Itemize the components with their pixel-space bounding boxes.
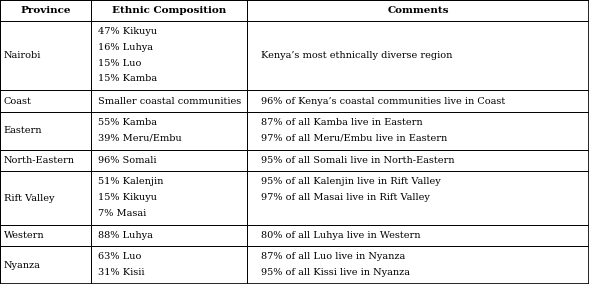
Text: 15% Kikuyu: 15% Kikuyu xyxy=(98,193,157,202)
Bar xyxy=(0,171,91,225)
Bar xyxy=(247,0,589,21)
Text: 31% Kisii: 31% Kisii xyxy=(98,268,144,277)
Text: 95% of all Somali live in North-Eastern: 95% of all Somali live in North-Eastern xyxy=(261,156,455,165)
Text: 7% Masai: 7% Masai xyxy=(98,209,146,218)
Bar xyxy=(91,21,247,90)
Bar xyxy=(91,225,247,247)
Text: 16% Luhya: 16% Luhya xyxy=(98,43,153,52)
Text: 47% Kikuyu: 47% Kikuyu xyxy=(98,27,157,36)
Bar xyxy=(91,0,247,21)
Text: 96% Somali: 96% Somali xyxy=(98,156,156,165)
Bar xyxy=(247,247,589,284)
Text: Comments: Comments xyxy=(388,6,449,15)
Bar xyxy=(247,225,589,247)
Text: Ethnic Composition: Ethnic Composition xyxy=(112,6,226,15)
Bar xyxy=(0,90,91,112)
Bar xyxy=(247,112,589,150)
Bar xyxy=(0,247,91,284)
Text: 51% Kalenjin: 51% Kalenjin xyxy=(98,177,163,186)
Bar xyxy=(247,171,589,225)
Bar xyxy=(0,112,91,150)
Text: Smaller coastal communities: Smaller coastal communities xyxy=(98,97,241,106)
Text: 15% Luo: 15% Luo xyxy=(98,59,141,68)
Text: North-Eastern: North-Eastern xyxy=(4,156,75,165)
Bar xyxy=(247,21,589,90)
Bar xyxy=(91,150,247,171)
Text: Nairobi: Nairobi xyxy=(4,51,41,60)
Text: 80% of all Luhya live in Western: 80% of all Luhya live in Western xyxy=(261,231,421,240)
Bar xyxy=(91,247,247,284)
Text: Western: Western xyxy=(4,231,44,240)
Bar xyxy=(0,0,91,21)
Bar xyxy=(91,171,247,225)
Text: Eastern: Eastern xyxy=(4,126,42,135)
Bar xyxy=(91,112,247,150)
Text: 15% Kamba: 15% Kamba xyxy=(98,74,157,83)
Bar xyxy=(0,225,91,247)
Text: 87% of all Kamba live in Eastern: 87% of all Kamba live in Eastern xyxy=(261,118,423,127)
Text: 95% of all Kissi live in Nyanza: 95% of all Kissi live in Nyanza xyxy=(261,268,410,277)
Text: 87% of all Luo live in Nyanza: 87% of all Luo live in Nyanza xyxy=(261,252,405,261)
Text: 55% Kamba: 55% Kamba xyxy=(98,118,157,127)
Text: Nyanza: Nyanza xyxy=(4,261,41,270)
Text: 95% of all Kalenjin live in Rift Valley: 95% of all Kalenjin live in Rift Valley xyxy=(261,177,441,186)
Bar xyxy=(91,90,247,112)
Text: 63% Luo: 63% Luo xyxy=(98,252,141,261)
Text: Province: Province xyxy=(21,6,71,15)
Bar xyxy=(0,150,91,171)
Text: Rift Valley: Rift Valley xyxy=(4,193,54,202)
Text: 97% of all Meru/Embu live in Eastern: 97% of all Meru/Embu live in Eastern xyxy=(261,134,447,143)
Text: 96% of Kenya’s coastal communities live in Coast: 96% of Kenya’s coastal communities live … xyxy=(261,97,505,106)
Text: 88% Luhya: 88% Luhya xyxy=(98,231,153,240)
Bar xyxy=(247,90,589,112)
Bar xyxy=(247,150,589,171)
Text: Kenya’s most ethnically diverse region: Kenya’s most ethnically diverse region xyxy=(261,51,452,60)
Text: 97% of all Masai live in Rift Valley: 97% of all Masai live in Rift Valley xyxy=(261,193,430,202)
Bar xyxy=(0,21,91,90)
Text: Coast: Coast xyxy=(4,97,32,106)
Text: 39% Meru/Embu: 39% Meru/Embu xyxy=(98,134,181,143)
